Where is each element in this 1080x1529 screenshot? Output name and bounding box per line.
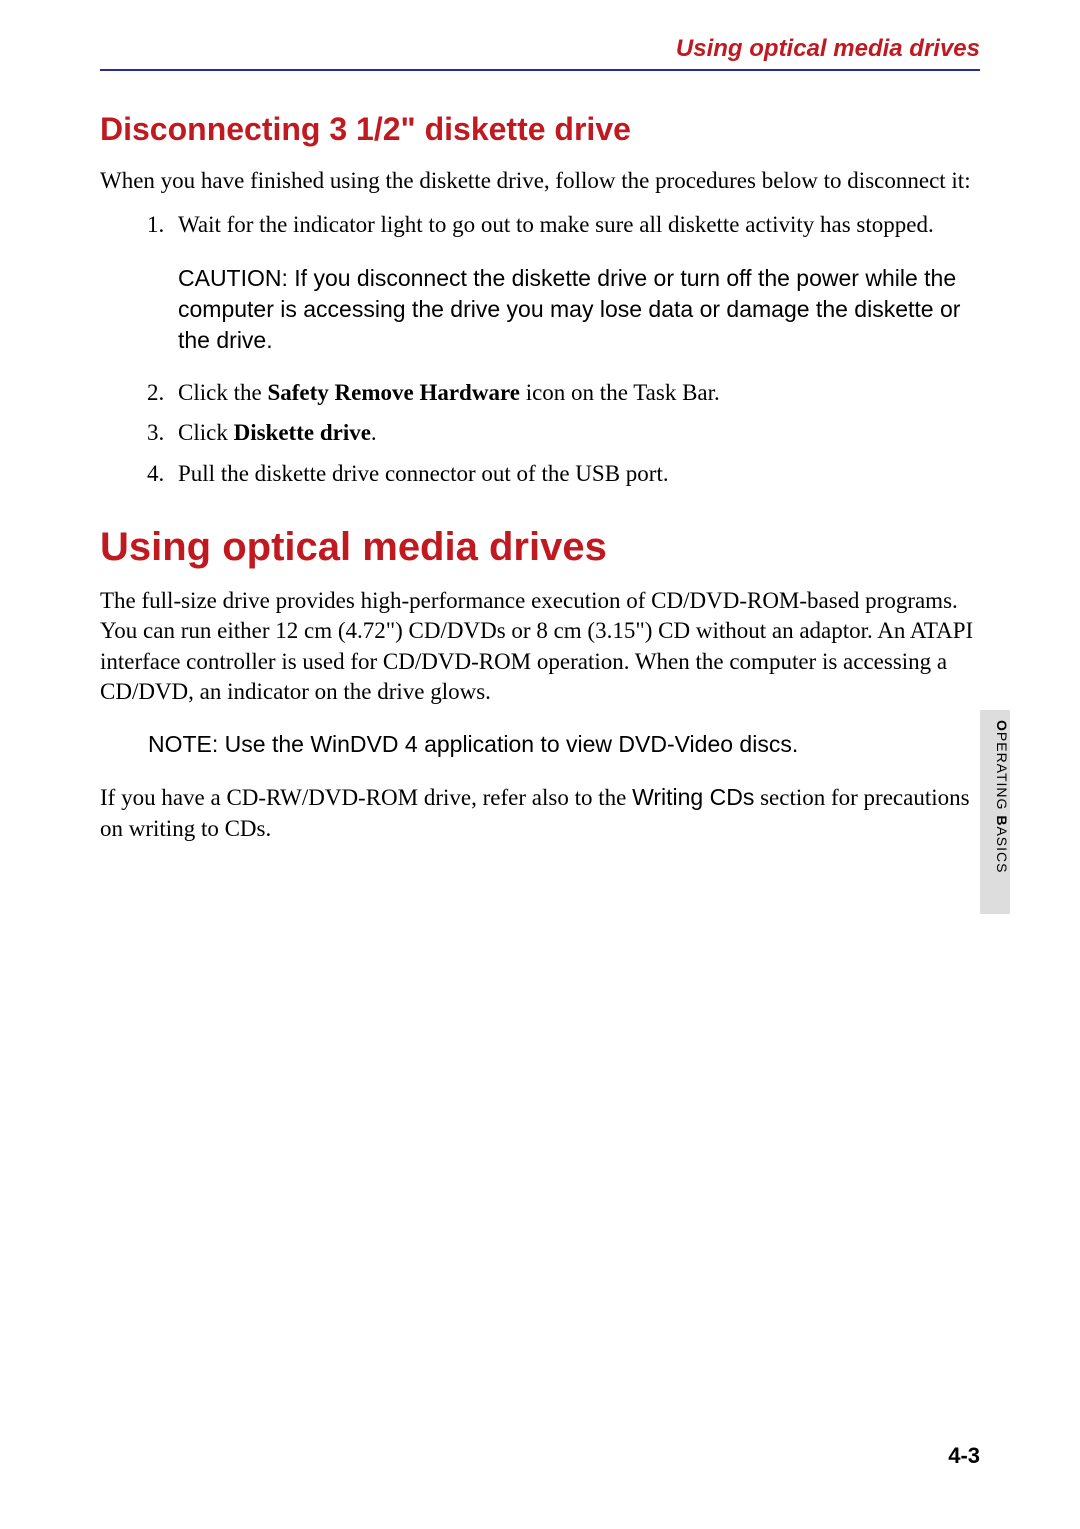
section2-para2-sans: Writing CDs <box>632 784 754 810</box>
side-tab-cap2: B <box>994 815 1010 826</box>
page-number: 4-3 <box>948 1443 980 1469</box>
step-2: Click the Safety Remove Hardware icon on… <box>170 378 980 408</box>
step-2-post: icon on the Task Bar. <box>520 380 720 405</box>
section1-intro: When you have finished using the diskett… <box>100 166 980 196</box>
side-tab-lower2: ASICS <box>994 826 1010 873</box>
section2-para1: The full-size drive provides high-perfor… <box>100 586 980 707</box>
header-rule <box>100 69 980 71</box>
caution-block: CAUTION: If you disconnect the diskette … <box>178 263 980 356</box>
section2-heading: Using optical media drives <box>100 525 980 570</box>
step-3: Click Diskette drive. <box>170 418 980 448</box>
step-2-pre: Click the <box>178 380 267 405</box>
page: Using optical media drives Disconnecting… <box>0 0 1080 1529</box>
step-3-bold: Diskette drive <box>234 420 371 445</box>
step-1: Wait for the indicator light to go out t… <box>170 210 980 356</box>
step-1-text: Wait for the indicator light to go out t… <box>178 212 934 237</box>
step-4: Pull the diskette drive connector out of… <box>170 459 980 489</box>
side-tab: OPERATING BASICS <box>980 710 1010 914</box>
note-block: NOTE: Use the WinDVD 4 application to vi… <box>148 729 980 760</box>
section1-steps: Wait for the indicator light to go out t… <box>100 210 980 489</box>
running-header: Using optical media drives <box>100 35 980 69</box>
side-tab-cap1: O <box>994 720 1010 732</box>
section1-heading: Disconnecting 3 1/2" diskette drive <box>100 111 980 148</box>
side-tab-lower1: PERATING <box>994 732 1010 811</box>
section2-para2: If you have a CD-RW/DVD-ROM drive, refer… <box>100 782 980 844</box>
step-3-post: . <box>371 420 377 445</box>
section2-para2-pre: If you have a CD-RW/DVD-ROM drive, refer… <box>100 785 632 810</box>
step-2-bold: Safety Remove Hardware <box>267 380 520 405</box>
step-3-pre: Click <box>178 420 234 445</box>
